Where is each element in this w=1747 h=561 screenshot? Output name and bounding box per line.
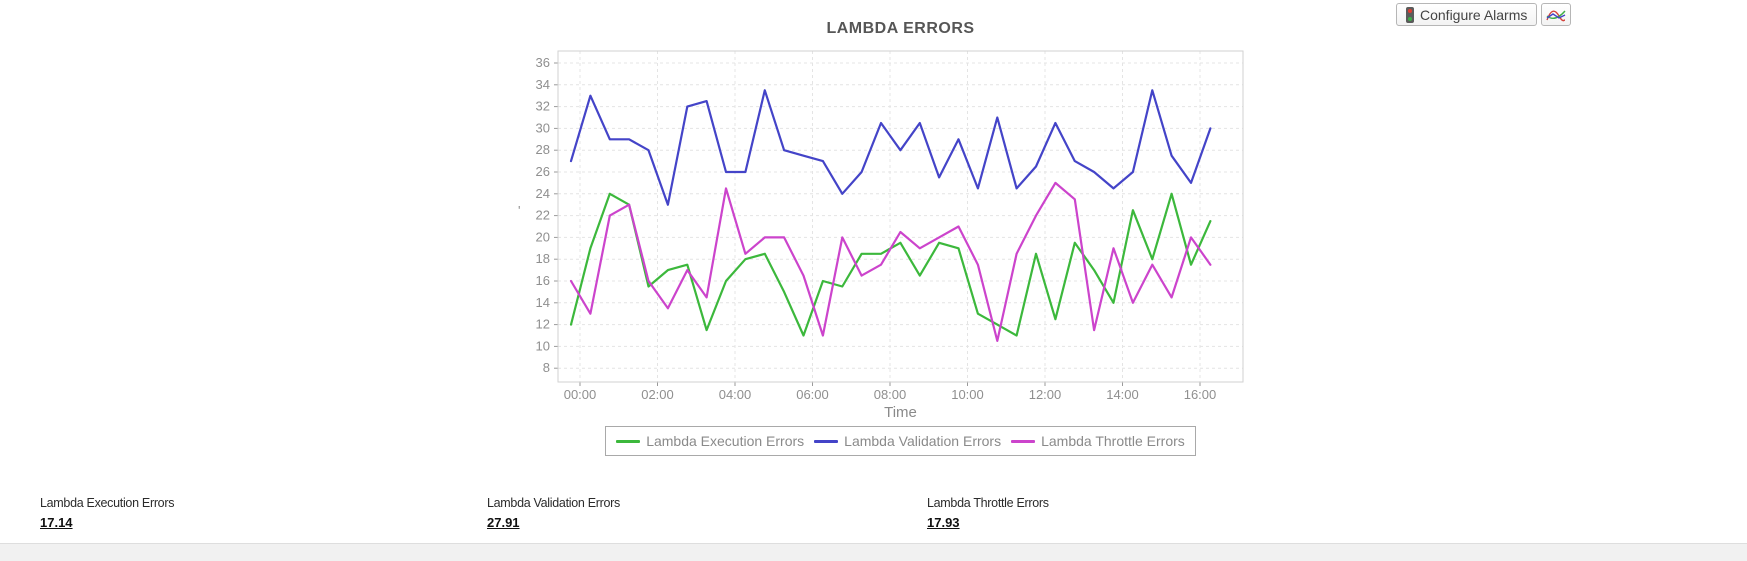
y-axis-mark: ' <box>518 203 521 218</box>
legend-item-throttle[interactable]: Lambda Throttle Errors <box>1011 433 1185 449</box>
configure-alarms-button[interactable]: Configure Alarms <box>1396 3 1538 26</box>
traffic-light-icon <box>1406 6 1414 23</box>
svg-text:02:00: 02:00 <box>641 387 674 402</box>
svg-text:24: 24 <box>536 186 550 201</box>
svg-text:10:00: 10:00 <box>951 387 984 402</box>
stat-validation: Lambda Validation Errors 27.91 <box>487 496 620 532</box>
svg-text:28: 28 <box>536 142 550 157</box>
horizontal-scrollbar-track <box>0 543 1747 561</box>
legend-item-execution[interactable]: Lambda Execution Errors <box>616 433 804 449</box>
stat-label: Lambda Throttle Errors <box>927 496 1049 510</box>
svg-text:08:00: 08:00 <box>874 387 907 402</box>
svg-text:16:00: 16:00 <box>1184 387 1217 402</box>
legend-label: Lambda Validation Errors <box>844 433 1002 449</box>
stat-execution: Lambda Execution Errors 17.14 <box>40 496 174 532</box>
validation-series-swatch <box>814 439 839 443</box>
svg-text:04:00: 04:00 <box>719 387 752 402</box>
svg-text:8: 8 <box>543 360 550 375</box>
x-axis-title: Time <box>884 404 917 421</box>
svg-text:16: 16 <box>536 273 550 288</box>
throttle-series-swatch <box>1011 439 1036 443</box>
chart-legend: Lambda Execution Errors Lambda Validatio… <box>558 426 1243 456</box>
svg-text:34: 34 <box>536 77 550 92</box>
stat-value-link[interactable]: 17.93 <box>927 515 960 530</box>
svg-text:06:00: 06:00 <box>796 387 829 402</box>
configure-alarms-label: Configure Alarms <box>1420 6 1528 23</box>
stat-value-link[interactable]: 17.14 <box>40 515 73 530</box>
svg-text:32: 32 <box>536 99 550 114</box>
line-chart-icon <box>1546 10 1566 22</box>
svg-text:30: 30 <box>536 120 550 135</box>
stat-throttle: Lambda Throttle Errors 17.93 <box>927 496 1049 532</box>
legend-item-validation[interactable]: Lambda Validation Errors <box>814 433 1001 449</box>
legend-label: Lambda Throttle Errors <box>1041 433 1185 449</box>
svg-text:14:00: 14:00 <box>1106 387 1139 402</box>
svg-text:12: 12 <box>536 317 550 332</box>
svg-text:12:00: 12:00 <box>1029 387 1062 402</box>
svg-text:10: 10 <box>536 338 550 353</box>
svg-text:20: 20 <box>536 229 550 244</box>
svg-text:18: 18 <box>536 251 550 266</box>
lambda-errors-chart[interactable]: 8 10 12 14 16 18 20 22 24 26 28 30 32 34 36 00:00 02:00 0… <box>490 40 1260 435</box>
stat-label: Lambda Execution Errors <box>40 496 175 510</box>
legend-box: Lambda Execution Errors Lambda Validatio… <box>605 426 1196 456</box>
svg-text:14: 14 <box>536 295 550 310</box>
svg-text:22: 22 <box>536 208 550 223</box>
svg-text:00:00: 00:00 <box>564 387 597 402</box>
chart-title: LAMBDA ERRORS <box>826 20 975 37</box>
chart-type-button[interactable] <box>1541 3 1572 26</box>
chart-canvas: 8 10 12 14 16 18 20 22 24 26 28 30 32 34 36 00:00 02:00 0… <box>536 50 1244 402</box>
legend-label: Lambda Execution Errors <box>646 433 805 449</box>
svg-text:26: 26 <box>536 164 550 179</box>
chart-actions: Configure Alarms <box>1396 3 1572 26</box>
svg-text:36: 36 <box>536 55 550 70</box>
stat-value-link[interactable]: 27.91 <box>487 515 520 530</box>
stat-label: Lambda Validation Errors <box>487 496 620 510</box>
execution-series-swatch <box>616 439 641 443</box>
